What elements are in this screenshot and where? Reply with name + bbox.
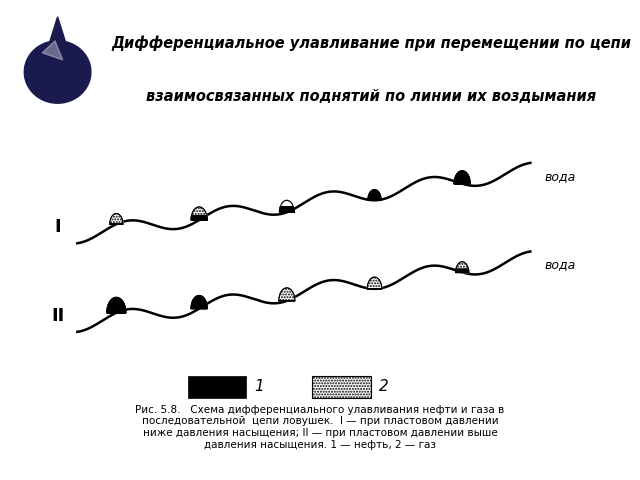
Polygon shape (280, 201, 294, 205)
Text: взаимосвязанных поднятий по линии их воздымания: взаимосвязанных поднятий по линии их воз… (146, 89, 596, 104)
Polygon shape (367, 277, 382, 289)
Polygon shape (109, 214, 123, 224)
Text: вода: вода (545, 259, 576, 272)
Text: 2: 2 (379, 379, 388, 395)
Polygon shape (42, 41, 63, 60)
Polygon shape (46, 17, 69, 53)
Polygon shape (191, 216, 207, 220)
Polygon shape (279, 288, 295, 301)
FancyBboxPatch shape (312, 376, 371, 398)
Polygon shape (456, 262, 468, 273)
Polygon shape (280, 201, 294, 205)
Polygon shape (24, 41, 91, 103)
Polygon shape (109, 214, 123, 224)
Polygon shape (191, 296, 207, 309)
Text: 1: 1 (254, 379, 264, 395)
Text: Рис. 5.8.   Схема дифференциального улавливания нефти и газа в
последовательной : Рис. 5.8. Схема дифференциального улавли… (136, 405, 504, 450)
FancyBboxPatch shape (188, 376, 246, 398)
Polygon shape (191, 207, 207, 220)
Polygon shape (107, 298, 126, 313)
Text: II: II (51, 307, 65, 325)
Polygon shape (456, 262, 468, 273)
Polygon shape (279, 288, 295, 301)
Text: I: I (54, 218, 61, 236)
Polygon shape (191, 207, 207, 220)
Polygon shape (368, 190, 381, 200)
Text: Дифференциальное улавливание при перемещении по цепи: Дифференциальное улавливание при перемещ… (111, 35, 631, 51)
Text: вода: вода (545, 170, 576, 183)
Polygon shape (280, 201, 294, 212)
Polygon shape (367, 277, 382, 289)
Polygon shape (456, 269, 468, 273)
Polygon shape (454, 171, 470, 184)
